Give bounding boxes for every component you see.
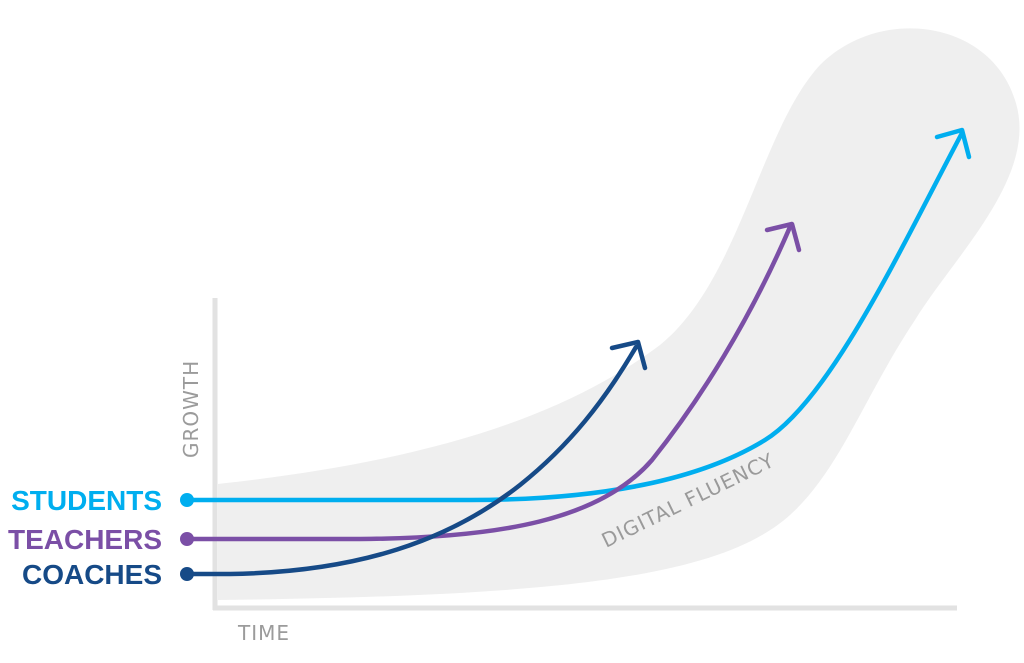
y-axis-label: GROWTH [179,360,203,458]
series-dot-teachers [180,532,194,546]
series-label-coaches: COACHES [22,559,162,590]
series-line-students [184,130,965,503]
series-label-teachers: TEACHERS [8,524,162,555]
digital-fluency-band [218,28,1020,600]
series-arrow-students [934,127,972,160]
x-axis-label: TIME [237,621,290,645]
series-line-teachers [184,224,793,542]
series-arrow-coaches [609,339,648,371]
series-label-students: STUDENTS [11,485,162,516]
series-arrow-teachers [764,221,802,253]
series-dot-students [180,493,194,507]
series-dot-coaches [180,567,194,581]
series-line-coaches [184,344,639,577]
